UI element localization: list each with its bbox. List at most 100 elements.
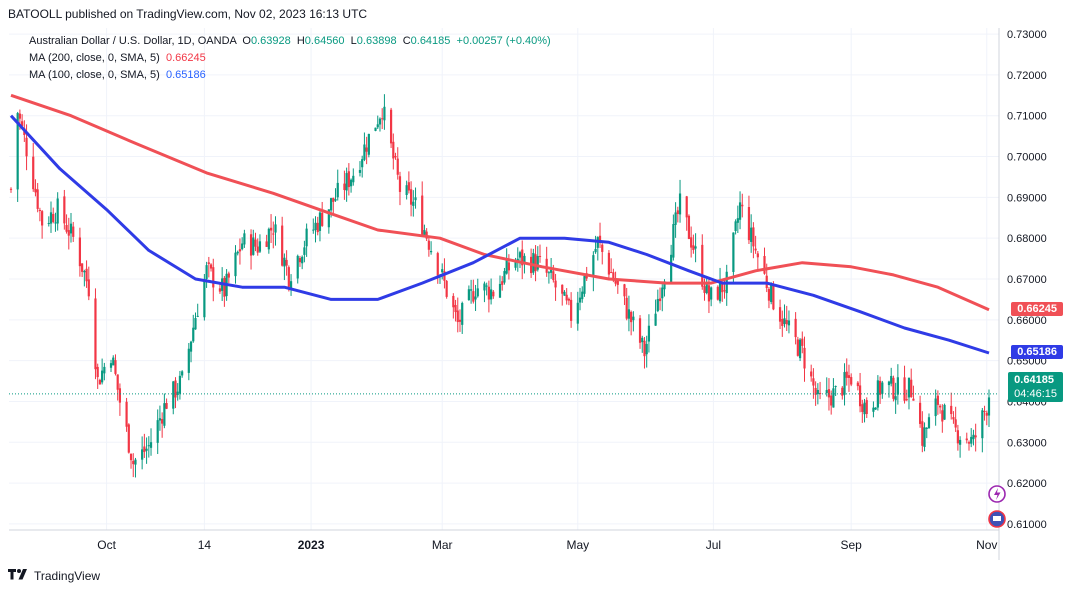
candle-body <box>503 271 506 283</box>
candle-body <box>243 233 246 245</box>
candle-body <box>830 395 833 406</box>
candle-body <box>630 311 633 323</box>
open-value: 0.63928 <box>250 35 291 47</box>
price-tick-label: 0.63000 <box>1007 437 1047 449</box>
candle-body <box>63 196 66 224</box>
candle-body <box>972 434 975 440</box>
candle-body <box>607 252 611 275</box>
price-tick-label: 0.62000 <box>1007 478 1047 490</box>
candle-body <box>336 182 339 198</box>
candle-body <box>954 419 957 428</box>
candle-body <box>641 337 644 343</box>
candle-body <box>881 382 884 394</box>
candle-body <box>763 256 766 274</box>
candle-body <box>347 171 350 188</box>
candle-body <box>950 405 953 415</box>
candle-body <box>436 253 439 276</box>
chart-frame[interactable]: 0.73000 0.72000 0.71000 0.70000 0.69000 0.680… <box>9 28 1071 560</box>
candle-body <box>747 207 751 241</box>
ma100-legend[interactable]: MA (100, close, 0, SMA, 5) 0.65186 <box>29 68 206 83</box>
candle-body <box>178 375 182 394</box>
time-axis[interactable]: Oct 14 2023 Mar May Jul Sep Nov <box>97 538 997 552</box>
time-tick-label: Mar <box>432 538 453 552</box>
candle-body <box>456 310 459 323</box>
ma200-legend[interactable]: MA (200, close, 0, SMA, 5) 0.66245 <box>29 51 206 66</box>
candle-body <box>281 225 284 266</box>
candle-body <box>218 288 222 292</box>
candle-body <box>645 343 648 355</box>
price-tick-label: 0.69000 <box>1007 192 1047 204</box>
moving-average-lines <box>9 93 990 355</box>
price-tick-label: 0.70000 <box>1007 152 1047 164</box>
candle-body <box>256 246 259 253</box>
close-label: C <box>402 35 411 47</box>
candle-body <box>518 252 522 258</box>
candle-body <box>967 442 971 444</box>
candle-body <box>443 271 446 281</box>
candle-body <box>461 302 464 325</box>
alert-icons <box>988 485 1006 528</box>
candle-body <box>781 318 784 326</box>
candle-body <box>490 289 493 300</box>
candle-body <box>658 298 662 302</box>
candle-body <box>905 399 908 401</box>
candle-body <box>547 272 550 274</box>
candle-body <box>332 197 335 202</box>
candle-body <box>678 193 682 215</box>
candle-body <box>365 147 368 152</box>
candle-body <box>156 420 159 443</box>
candle-body <box>181 371 184 376</box>
candle-body <box>941 410 944 422</box>
candle-body <box>492 291 495 297</box>
candle-body <box>952 417 955 420</box>
candle-body <box>532 252 535 273</box>
candle-body <box>234 252 237 277</box>
candle-body <box>212 267 215 288</box>
candle-body <box>610 272 613 274</box>
candle-body <box>254 239 257 247</box>
price-tick-label: 0.73000 <box>1007 29 1047 41</box>
candle-body <box>134 459 137 465</box>
time-tick-label: May <box>566 538 589 552</box>
symbol-legend: Australian Dollar / U.S. Dollar, 1D, OAN… <box>29 34 551 49</box>
price-axis[interactable]: 0.73000 0.72000 0.71000 0.70000 0.69000 0.680… <box>1007 29 1047 531</box>
candle-body <box>803 347 806 369</box>
candle-body <box>794 318 797 338</box>
candle-body <box>625 297 628 319</box>
candle-body <box>427 240 430 250</box>
candle-body <box>565 294 568 301</box>
candle-body <box>476 288 479 297</box>
ma100-value: 0.65186 <box>165 69 206 81</box>
candle-body <box>536 256 539 270</box>
candle-body <box>785 319 788 325</box>
candle-body <box>674 212 677 225</box>
ma100-price-tag: 0.65186 <box>1011 345 1063 360</box>
candle-body <box>738 202 742 220</box>
candle-body <box>176 391 179 396</box>
candle-body <box>343 183 346 190</box>
candle-body <box>676 210 679 214</box>
candle-body <box>452 295 455 308</box>
candle-body <box>601 244 604 252</box>
candle-body <box>661 287 664 299</box>
candle-body <box>798 339 802 359</box>
candle-body <box>272 233 275 235</box>
candle-body <box>856 382 859 387</box>
candle-body <box>34 188 37 193</box>
candle-body <box>754 248 757 251</box>
candle-body <box>814 387 817 395</box>
price-chart[interactable]: 0.73000 0.72000 0.71000 0.70000 0.69000 0.680… <box>9 28 1071 560</box>
candle-body <box>825 390 828 393</box>
candle-body <box>583 276 586 294</box>
candle-body <box>974 435 977 438</box>
candle-body <box>125 401 128 427</box>
candle-body <box>939 405 942 408</box>
tradingview-logo-icon <box>8 568 30 583</box>
candle-body <box>196 315 199 317</box>
candle-body <box>756 253 759 258</box>
candle-body <box>303 247 306 255</box>
candle-body <box>767 289 771 301</box>
ma100-label: MA (100, close, 0, SMA, 5) <box>29 69 160 81</box>
candle-body <box>445 280 448 297</box>
candle-body <box>407 182 410 191</box>
